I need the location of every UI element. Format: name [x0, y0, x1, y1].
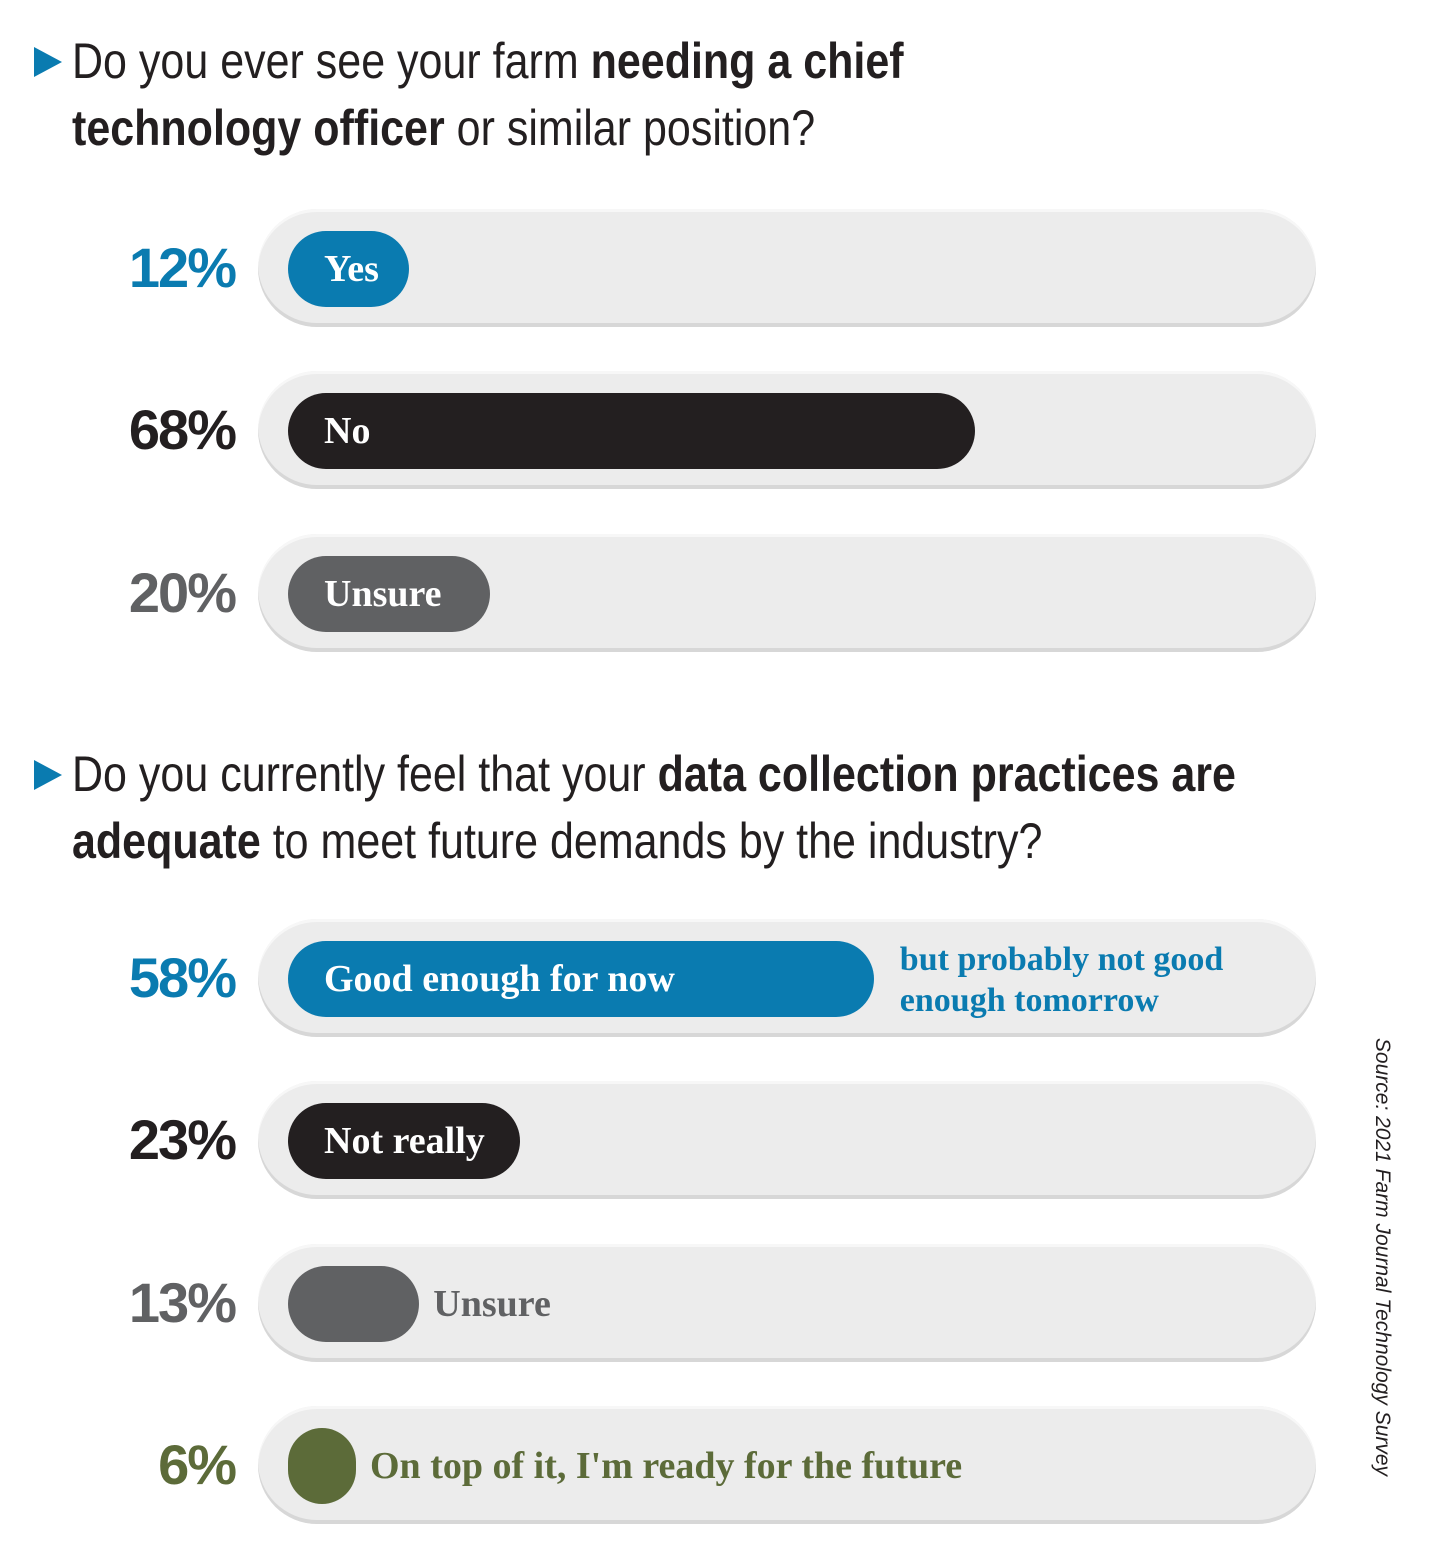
value-label: 13%	[128, 1271, 237, 1334]
bar: Not really	[288, 1103, 521, 1179]
bar: Good enough for now	[288, 941, 874, 1017]
bar-category-label: On top of it, I'm ready for the future	[370, 1445, 963, 1487]
value-label: 58%	[128, 946, 237, 1009]
value-label: 12%	[128, 236, 237, 299]
bar	[288, 1266, 420, 1342]
bar-track: Unsure	[258, 534, 1316, 652]
value-label: 6%	[158, 1433, 237, 1496]
bar-category-label: No	[324, 410, 371, 452]
question-1: Do you ever see your farm needing a chie…	[72, 28, 904, 162]
bar-track: On top of it, I'm ready for the future	[258, 1406, 1316, 1524]
bar-annotation: but probably not good enough tomorrow	[899, 941, 1224, 1019]
bar-category-label: Good enough for now	[324, 958, 675, 1000]
question-1-bold-2: technology officer	[72, 100, 445, 156]
value-label: 23%	[128, 1108, 237, 1171]
bar-track: No	[258, 371, 1316, 489]
bar-track: Unsure	[258, 1244, 1316, 1362]
bar-track: Not really	[258, 1081, 1316, 1199]
question-1-text-before: Do you ever see your farm	[72, 33, 591, 89]
question-1-text-after: or similar position?	[444, 100, 816, 156]
bar-category-label: Unsure	[324, 573, 442, 615]
bar-track: Good enough for now but probably not good…	[258, 919, 1316, 1037]
source-text: Source: 2021 Farm Journal Technology Sur…	[1371, 1037, 1394, 1477]
question-2-bold-2: adequate	[72, 813, 261, 869]
bar-track: Yes	[258, 209, 1316, 327]
question-2-text-before: Do you currently feel that your	[72, 746, 658, 802]
bar: No	[288, 393, 975, 469]
value-label: 20%	[128, 561, 237, 624]
bar-category-label: Not really	[324, 1120, 485, 1162]
question-2-text-after: to meet future demands by the industry?	[260, 813, 1043, 869]
bar: Unsure	[288, 556, 490, 632]
question-1-bold-1: needing a chief	[590, 33, 904, 89]
bar-category-label: Unsure	[433, 1283, 551, 1325]
question-1-arrow-icon	[34, 47, 62, 77]
bar: Yes	[288, 231, 410, 307]
question-2-arrow-icon	[34, 760, 62, 790]
bar	[288, 1428, 356, 1504]
bar-category-label: Yes	[324, 248, 379, 290]
question-2-bold-1: data collection practices are	[657, 746, 1236, 802]
value-label: 68%	[128, 398, 237, 461]
source-note: Source: 2021 Farm Journal Technology Sur…	[1371, 1000, 1394, 1510]
question-2: Do you currently feel that your data col…	[72, 741, 1236, 875]
